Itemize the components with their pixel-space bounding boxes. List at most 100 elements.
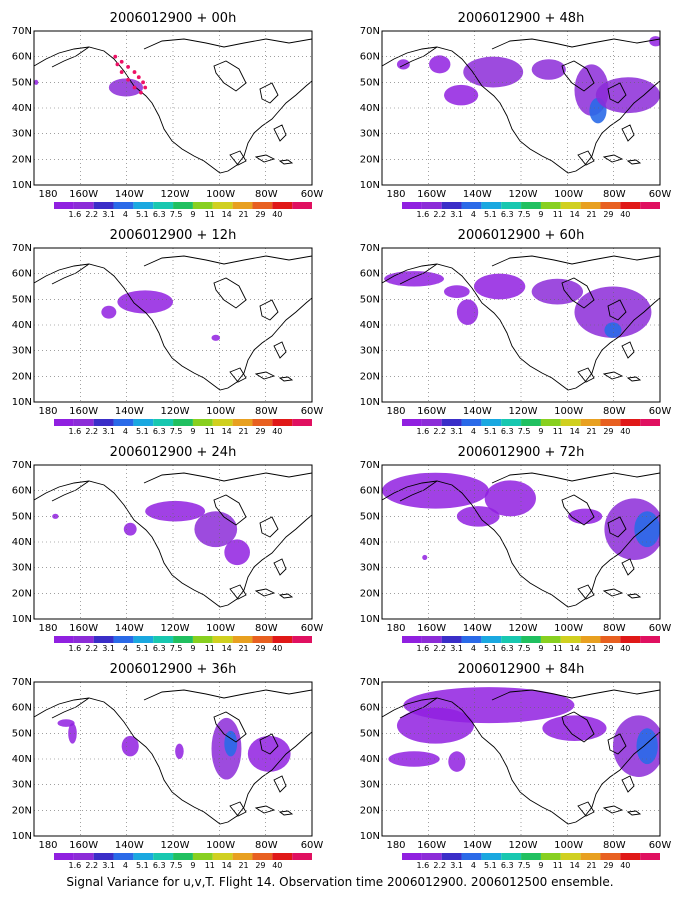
colorbar-swatch [620, 419, 641, 426]
y-tick-label: 60N [360, 269, 380, 280]
y-tick-label: 30N [12, 346, 32, 357]
coastline [561, 494, 595, 526]
colorbar-label: 29 [603, 644, 613, 653]
colorbar-label: 2.2 [433, 644, 446, 653]
x-tick-label: 180 [38, 623, 57, 634]
y-tick-label: 10N [360, 180, 380, 191]
x-tick-label: 80W [603, 406, 626, 417]
y-tick-label: 10N [360, 614, 380, 625]
x-tick-label: 60W [301, 840, 324, 851]
variance-blob [224, 730, 238, 757]
x-tick-label: 120W [509, 406, 538, 417]
variance-blob [108, 78, 144, 97]
colorbar-label: 40 [272, 427, 282, 436]
coastline [399, 697, 438, 719]
flight-track-point [143, 85, 148, 90]
map-panel: 2006012900 + 48h 180 160W 140W 120W 100W 80W 60… [360, 11, 672, 219]
coastline [621, 775, 635, 793]
colorbar-label: 11 [553, 210, 563, 219]
colorbar-label: 9 [538, 210, 543, 219]
colorbar-swatch [173, 202, 193, 209]
colorbar-label: 9 [190, 644, 195, 653]
colorbar-swatch [441, 202, 462, 209]
colorbar-swatch [481, 419, 502, 426]
y-tick-label: 20N [360, 371, 380, 382]
variance-blob [568, 508, 603, 525]
x-tick-label: 60W [301, 189, 324, 200]
coastline [229, 367, 247, 383]
colorbar-label: 3.1 [102, 427, 115, 436]
map-panel: 2006012900 + 24h 180 160W 140W 120W 100W 80W 60… [12, 445, 324, 653]
coastline [382, 480, 660, 608]
colorbar-swatch [212, 202, 233, 209]
y-tick-label: 60N [360, 486, 380, 497]
colorbar-swatch [54, 202, 74, 209]
x-tick-label: 120W [161, 623, 190, 634]
coastline [213, 277, 247, 309]
colorbar-swatch [54, 853, 74, 860]
colorbar-label: 7.5 [518, 861, 531, 870]
coastline [399, 46, 438, 68]
colorbar-label: 5.1 [484, 644, 497, 653]
variance-blob [117, 290, 173, 314]
colorbar-label: 1.6 [417, 210, 430, 219]
colorbar-swatch [640, 636, 660, 643]
colorbar-label: 3.1 [102, 210, 115, 219]
colorbar-swatch [54, 419, 74, 426]
x-tick-label: 140W [115, 406, 144, 417]
y-tick-label: 30N [12, 563, 32, 574]
colorbar-label: 4 [471, 210, 476, 219]
colorbar-label: 21 [586, 861, 596, 870]
map-panel: 2006012900 + 00h 180 160W 140W 120W 100W 80W 60… [12, 11, 324, 219]
x-tick-label: 100W [554, 189, 583, 200]
variance-blob [636, 728, 658, 765]
colorbar-swatch [640, 853, 660, 860]
colorbar-swatch [192, 202, 213, 209]
y-tick-label: 50N [360, 511, 380, 522]
colorbar-swatch [481, 636, 502, 643]
colorbar-label: 5.1 [136, 210, 149, 219]
map-panels: 2006012900 + 00h 180 160W 140W 120W 100W 80W 60… [12, 11, 672, 870]
colorbar-swatch [600, 853, 621, 860]
coastline [278, 376, 294, 382]
coastline [51, 480, 90, 502]
coastline [278, 159, 294, 165]
map-frame [33, 464, 313, 620]
colorbar-swatch [73, 202, 94, 209]
colorbar-label: 2.2 [85, 427, 98, 436]
variance-blob [444, 285, 470, 299]
variance-blob [101, 305, 117, 319]
colorbar-swatch [272, 636, 293, 643]
coastline [273, 341, 287, 359]
colorbar-label: 40 [620, 427, 630, 436]
colorbar-label: 11 [553, 427, 563, 436]
colorbar-label: 11 [205, 427, 215, 436]
colorbar-swatch [540, 853, 561, 860]
coastline [491, 38, 660, 50]
variance-blob [68, 723, 77, 744]
coastline [626, 159, 642, 165]
map-area [382, 682, 660, 836]
colorbar-label: 21 [238, 210, 248, 219]
coastline [254, 371, 276, 380]
coastline [399, 263, 438, 285]
colorbar-label: 4 [123, 210, 128, 219]
x-tick-label: 120W [161, 840, 190, 851]
variance-blob [175, 743, 184, 759]
coastline [626, 593, 642, 599]
panel-title: 2006012900 + 84h [458, 662, 585, 677]
colorbar-label: 3.1 [102, 644, 115, 653]
y-tick-label: 70N [360, 26, 380, 37]
colorbar-swatch [461, 419, 482, 426]
colorbar-swatch [252, 419, 273, 426]
colorbar-swatch [501, 202, 522, 209]
y-tick-label: 20N [12, 588, 32, 599]
x-tick-label: 120W [509, 189, 538, 200]
colorbar-swatch [73, 636, 94, 643]
colorbar-label: 4 [471, 427, 476, 436]
colorbar-swatch [461, 853, 482, 860]
y-tick-label: 40N [360, 103, 380, 114]
colorbar-label: 9 [190, 427, 195, 436]
x-tick-label: 100W [206, 189, 235, 200]
colorbar-swatch [212, 853, 233, 860]
